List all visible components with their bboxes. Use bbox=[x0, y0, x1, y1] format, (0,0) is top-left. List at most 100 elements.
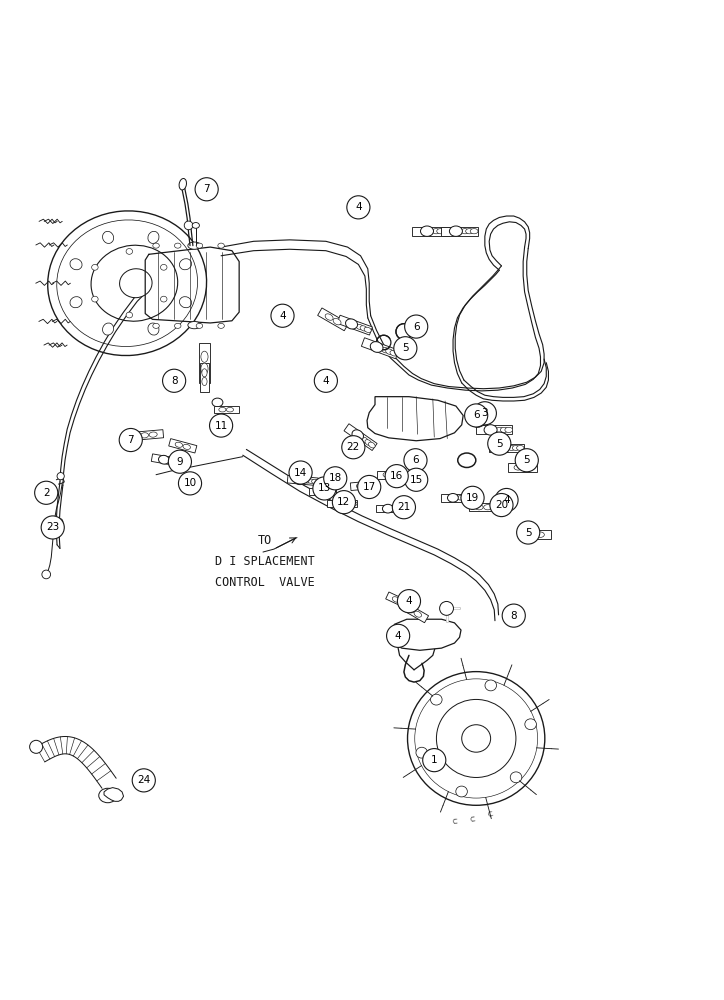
Ellipse shape bbox=[119, 269, 152, 298]
Circle shape bbox=[392, 496, 416, 519]
Polygon shape bbox=[308, 488, 336, 495]
Text: 4: 4 bbox=[355, 202, 362, 212]
Circle shape bbox=[42, 570, 51, 579]
Ellipse shape bbox=[437, 699, 516, 777]
Ellipse shape bbox=[352, 430, 363, 441]
Ellipse shape bbox=[475, 505, 483, 510]
Text: 4: 4 bbox=[279, 311, 286, 321]
Circle shape bbox=[461, 486, 484, 509]
Text: 4: 4 bbox=[405, 596, 412, 606]
Ellipse shape bbox=[456, 786, 468, 797]
Ellipse shape bbox=[212, 398, 223, 407]
Ellipse shape bbox=[98, 788, 117, 803]
Ellipse shape bbox=[218, 243, 224, 248]
Ellipse shape bbox=[470, 229, 478, 234]
Ellipse shape bbox=[201, 351, 208, 362]
Circle shape bbox=[314, 369, 337, 392]
Ellipse shape bbox=[343, 501, 350, 506]
Circle shape bbox=[495, 488, 518, 512]
Circle shape bbox=[405, 315, 428, 338]
Ellipse shape bbox=[356, 483, 364, 488]
Ellipse shape bbox=[174, 243, 181, 248]
Circle shape bbox=[405, 468, 428, 491]
Ellipse shape bbox=[466, 229, 473, 234]
Polygon shape bbox=[151, 454, 182, 467]
Ellipse shape bbox=[461, 229, 469, 234]
Ellipse shape bbox=[202, 377, 207, 386]
Ellipse shape bbox=[192, 223, 199, 228]
Polygon shape bbox=[361, 338, 399, 359]
Ellipse shape bbox=[416, 747, 427, 758]
Text: 9: 9 bbox=[177, 457, 183, 467]
Ellipse shape bbox=[407, 607, 414, 613]
Ellipse shape bbox=[386, 349, 393, 354]
Polygon shape bbox=[344, 424, 377, 451]
Polygon shape bbox=[201, 363, 209, 392]
Circle shape bbox=[163, 369, 185, 392]
Ellipse shape bbox=[92, 296, 98, 302]
Polygon shape bbox=[386, 592, 413, 610]
Text: 5: 5 bbox=[496, 439, 502, 449]
Circle shape bbox=[41, 516, 64, 539]
Ellipse shape bbox=[219, 407, 226, 412]
Ellipse shape bbox=[450, 226, 463, 236]
Text: C: C bbox=[452, 818, 457, 825]
Circle shape bbox=[394, 337, 417, 360]
Ellipse shape bbox=[523, 465, 531, 470]
Text: 23: 23 bbox=[46, 522, 59, 532]
Ellipse shape bbox=[391, 472, 399, 477]
Circle shape bbox=[342, 436, 365, 459]
Ellipse shape bbox=[432, 229, 440, 234]
Circle shape bbox=[515, 449, 539, 472]
Ellipse shape bbox=[484, 425, 497, 435]
Ellipse shape bbox=[347, 501, 353, 506]
Ellipse shape bbox=[56, 220, 198, 347]
Circle shape bbox=[209, 414, 232, 437]
Text: 5: 5 bbox=[523, 455, 530, 465]
Text: 15: 15 bbox=[410, 475, 423, 485]
Ellipse shape bbox=[397, 477, 405, 482]
Ellipse shape bbox=[333, 318, 341, 325]
Ellipse shape bbox=[103, 323, 114, 335]
Ellipse shape bbox=[405, 477, 413, 482]
Ellipse shape bbox=[153, 323, 159, 328]
Polygon shape bbox=[391, 619, 461, 650]
Text: 14: 14 bbox=[294, 468, 307, 478]
Ellipse shape bbox=[148, 231, 159, 243]
Ellipse shape bbox=[364, 483, 372, 488]
Circle shape bbox=[57, 473, 64, 480]
Ellipse shape bbox=[408, 672, 545, 805]
Circle shape bbox=[465, 404, 488, 427]
Ellipse shape bbox=[168, 459, 174, 463]
Text: 3: 3 bbox=[481, 408, 488, 418]
Text: 6: 6 bbox=[473, 410, 479, 420]
Ellipse shape bbox=[461, 496, 468, 500]
Polygon shape bbox=[199, 343, 210, 383]
Ellipse shape bbox=[360, 326, 367, 331]
Text: 10: 10 bbox=[183, 478, 197, 488]
Ellipse shape bbox=[161, 264, 167, 270]
Ellipse shape bbox=[174, 323, 181, 328]
Circle shape bbox=[119, 428, 143, 452]
Circle shape bbox=[385, 465, 408, 488]
Ellipse shape bbox=[196, 323, 203, 328]
Circle shape bbox=[387, 624, 410, 647]
Ellipse shape bbox=[400, 507, 406, 511]
Ellipse shape bbox=[322, 489, 330, 494]
Ellipse shape bbox=[364, 327, 371, 332]
Ellipse shape bbox=[227, 407, 233, 412]
Ellipse shape bbox=[148, 323, 159, 335]
Circle shape bbox=[423, 749, 446, 772]
Circle shape bbox=[178, 472, 201, 495]
Ellipse shape bbox=[188, 242, 201, 249]
Polygon shape bbox=[169, 439, 197, 453]
Ellipse shape bbox=[57, 519, 63, 527]
Ellipse shape bbox=[414, 611, 421, 617]
Polygon shape bbox=[134, 430, 164, 440]
Ellipse shape bbox=[392, 507, 399, 511]
Ellipse shape bbox=[345, 319, 358, 329]
Circle shape bbox=[132, 769, 156, 792]
Text: 4: 4 bbox=[395, 631, 401, 641]
Ellipse shape bbox=[500, 427, 508, 433]
Ellipse shape bbox=[382, 504, 393, 513]
